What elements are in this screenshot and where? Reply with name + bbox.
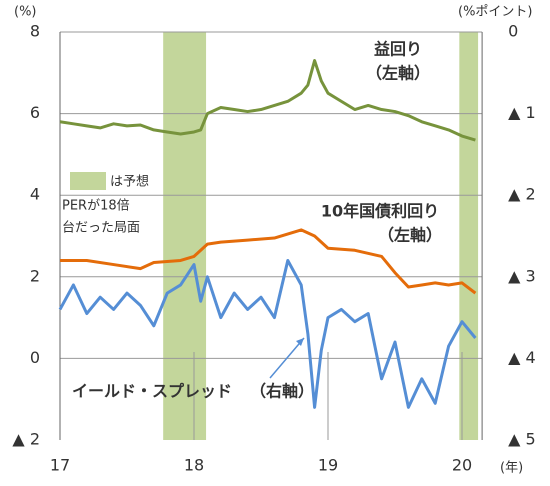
legend-swatch (70, 172, 106, 190)
y2-tick-label: ▲ 2 (508, 185, 536, 204)
y-tick-label: 8 (30, 22, 40, 41)
forecast-band (163, 32, 207, 440)
series-label: 10年国債利回り (321, 202, 439, 221)
y2-tick-label: ▲ 4 (508, 348, 536, 367)
x-unit: (年) (500, 461, 523, 476)
y2-tick-label: ▲ 3 (508, 266, 536, 285)
legend-label: は予想 (110, 174, 149, 190)
y2-tick-label: 0 (508, 22, 518, 41)
series-line (60, 228, 477, 295)
series-axis-note: （左軸） (366, 64, 430, 83)
y-tick-label: 0 (30, 348, 40, 367)
y-tick-label: 4 (30, 185, 40, 204)
shade-note: PERが18倍 (62, 199, 130, 214)
series-label: 益回り (374, 40, 422, 59)
series-line (59, 59, 476, 142)
y2-tick-label: ▲ 1 (508, 103, 536, 122)
y-unit: (%) (14, 5, 37, 20)
y-tick-label: ▲ 2 (12, 430, 40, 449)
series-axis-note: （左軸） (378, 226, 442, 245)
pointer-arrow (269, 337, 305, 379)
x-tick-label: 17 (50, 456, 70, 475)
y2-unit: (%ポイント) (458, 5, 533, 20)
y2-tick-label: ▲ 5 (508, 430, 536, 449)
shade-note: 台だった局面 (62, 221, 140, 236)
series-line (58, 258, 477, 409)
x-tick-label: 18 (184, 456, 204, 475)
x-tick-label: 19 (318, 456, 338, 475)
y-tick-label: 6 (30, 103, 40, 122)
series-label: イールド・スプレッド (72, 382, 232, 401)
y-tick-label: 2 (30, 266, 40, 285)
x-tick-label: 20 (452, 456, 472, 475)
series-axis-note: （右軸） (250, 382, 314, 401)
pointer-head (296, 338, 304, 346)
forecast-band (459, 32, 479, 440)
